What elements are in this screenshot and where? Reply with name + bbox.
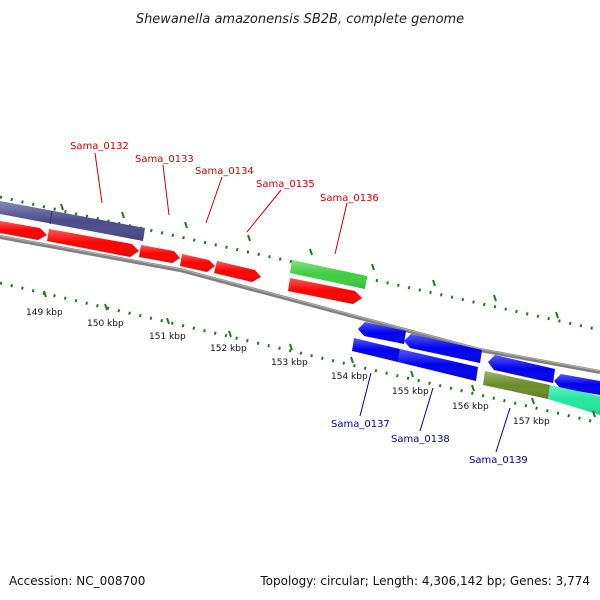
accession-text: Accession: NC_008700 xyxy=(9,574,145,588)
scale-label: 154 kbp xyxy=(331,372,368,382)
gene-label-sama-0133[interactable]: Sama_0133 xyxy=(135,154,194,165)
scale-label: 151 kbp xyxy=(149,332,186,342)
scale-label: 152 kbp xyxy=(210,344,247,354)
reverse-strand-features xyxy=(352,322,600,415)
topology-text: Topology: circular; Length: 4,306,142 bp… xyxy=(259,574,590,588)
lower-scale-row: 149 kbp 150 kbp 151 kbp 152 kbp 153 kbp … xyxy=(0,281,600,427)
scale-label: 149 kbp xyxy=(26,308,63,318)
gene-label-sama-0135[interactable]: Sama_0135 xyxy=(256,179,315,190)
gene-label-sama-0132[interactable]: Sama_0132 xyxy=(70,141,129,152)
map-title: Shewanella amazonensis SB2B, complete ge… xyxy=(136,12,464,27)
forward-strand-features xyxy=(0,201,367,304)
gene-labels-bottom: Sama_0137 Sama_0138 Sama_0139 xyxy=(331,372,528,466)
gene-labels-top: Sama_0132 Sama_0133 Sama_0134 Sama_0135 … xyxy=(70,141,379,255)
gene-label-sama-0139[interactable]: Sama_0139 xyxy=(469,455,528,466)
gene-label-sama-0136[interactable]: Sama_0136 xyxy=(320,193,379,204)
scale-label: 156 kbp xyxy=(452,402,489,412)
scale-label: 150 kbp xyxy=(87,319,124,329)
scale-label: 155 kbp xyxy=(392,387,429,397)
gene-label-sama-0137[interactable]: Sama_0137 xyxy=(331,419,390,430)
scale-label: 153 kbp xyxy=(271,358,308,368)
genome-backbone xyxy=(0,235,600,374)
gene-label-sama-0134[interactable]: Sama_0134 xyxy=(195,166,254,177)
upper-tick-row xyxy=(0,195,600,332)
scale-label: 157 kbp xyxy=(513,417,550,427)
gene-label-sama-0138[interactable]: Sama_0138 xyxy=(391,434,450,445)
